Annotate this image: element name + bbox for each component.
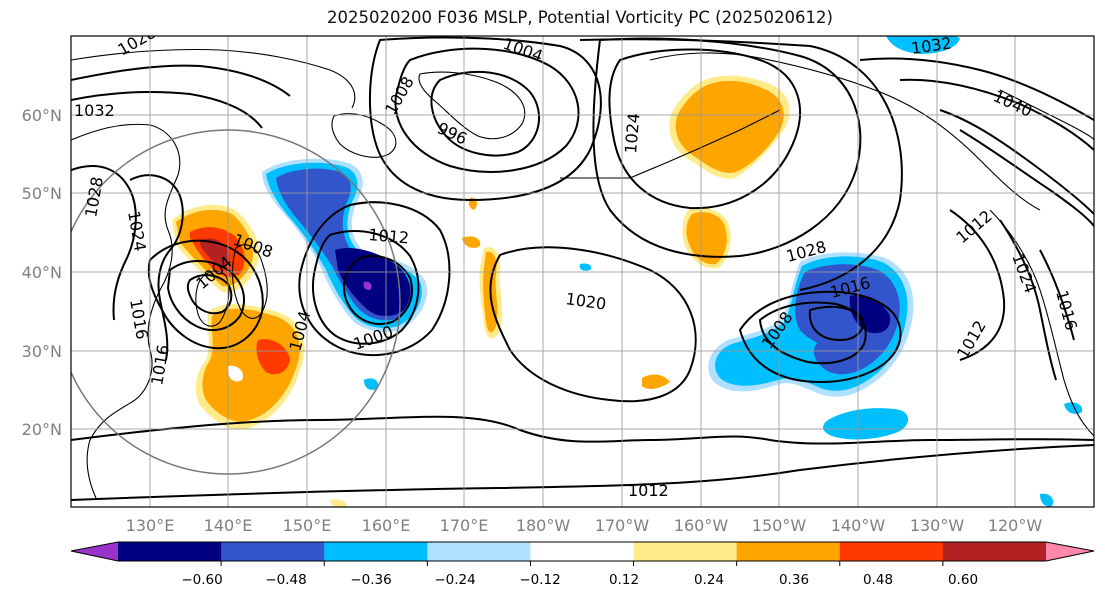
lon-label: 160°W — [674, 516, 729, 535]
lon-label: 170°E — [440, 516, 489, 535]
colorbar-cell — [324, 542, 428, 561]
colorbar-label: −0.36 — [350, 572, 391, 588]
colorbar-label: 0.48 — [863, 572, 893, 588]
isobar-label: 1032 — [74, 101, 115, 120]
colorbar-cell — [633, 542, 738, 561]
colorbar-ticks — [220, 561, 944, 566]
colorbar-cells — [118, 542, 1047, 561]
lon-label: 180°W — [516, 516, 571, 535]
lat-label: 50°N — [22, 184, 62, 203]
colorbar-label: −0.12 — [519, 572, 560, 588]
colorbar-cell — [427, 542, 531, 561]
colorbar-arrow-left — [71, 542, 118, 561]
isobar-label: 1012 — [368, 225, 410, 247]
figure-title: 2025020200 F036 MSLP, Potential Vorticit… — [327, 8, 833, 27]
lon-label: 150°E — [283, 516, 332, 535]
lon-label: 120°W — [988, 516, 1043, 535]
isobar-label: 1024 — [621, 112, 643, 154]
isobars — [71, 36, 1094, 501]
colorbar-label: 0.36 — [779, 572, 809, 588]
colorbar-label: 0.60 — [948, 572, 978, 588]
colorbar-cell — [942, 542, 1047, 561]
range-circle — [71, 129, 401, 475]
lat-label: 40°N — [22, 263, 62, 282]
lon-label: 170°W — [595, 516, 650, 535]
isobar-label: 1032 — [910, 33, 953, 57]
colorbar-label: −0.48 — [265, 572, 306, 588]
isobar-label: 1012 — [628, 481, 669, 500]
lat-label: 30°N — [22, 342, 62, 361]
colorbar-cell — [221, 542, 325, 561]
colorbar-outline — [70, 541, 1095, 562]
lat-label: 60°N — [22, 106, 62, 125]
latitude-labels: 60°N 50°N 40°N 30°N 20°N — [22, 106, 62, 439]
colorbar: −0.60 −0.48 −0.36 −0.24 −0.12 0.12 0.24 … — [70, 541, 1095, 588]
lon-label: 130°W — [910, 516, 965, 535]
lon-label: 130°E — [126, 516, 175, 535]
colorbar-labels: −0.60 −0.48 −0.36 −0.24 −0.12 0.12 0.24 … — [181, 572, 978, 588]
graticule — [71, 36, 1094, 507]
colorbar-label: −0.60 — [181, 572, 222, 588]
colorbar-label: −0.24 — [434, 572, 475, 588]
colorbar-cell — [530, 542, 635, 561]
colorbar-cell — [736, 542, 841, 561]
colorbar-arrow-right — [1046, 542, 1094, 561]
colorbar-label: 0.24 — [694, 572, 724, 588]
lon-label: 150°W — [752, 516, 807, 535]
colorbar-label: 0.12 — [609, 572, 639, 588]
lon-label: 160°E — [362, 516, 411, 535]
longitude-labels: 130°E 140°E 150°E 160°E 170°E 180°W 170°… — [126, 516, 1043, 535]
lon-label: 140°W — [831, 516, 886, 535]
lat-label: 20°N — [22, 420, 62, 439]
colorbar-cell — [839, 542, 944, 561]
map-border — [70, 35, 1095, 508]
lon-label: 140°E — [204, 516, 253, 535]
colorbar-cell — [118, 542, 222, 561]
